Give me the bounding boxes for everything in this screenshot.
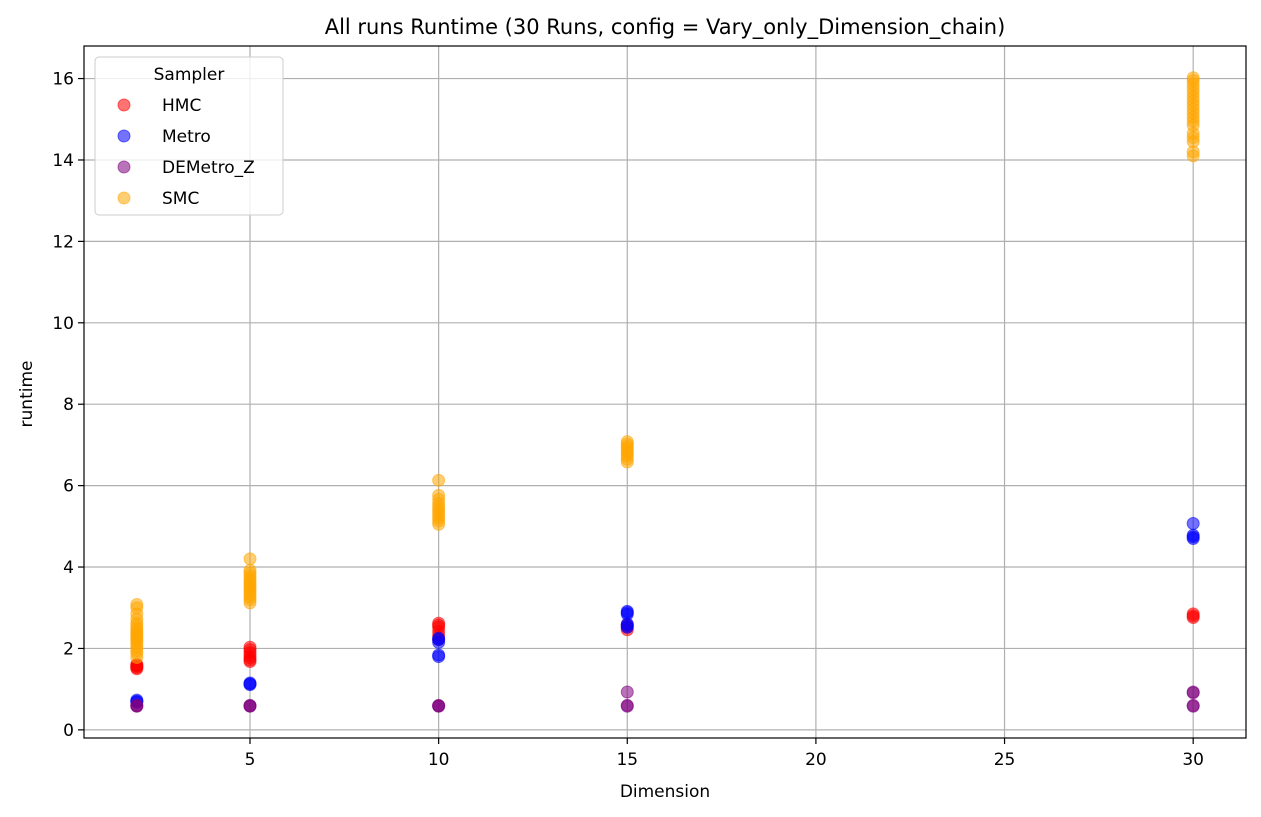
demetro-z-point	[1186, 685, 1200, 699]
legend-box	[94, 56, 284, 216]
x-tick-label: 30	[1182, 750, 1204, 770]
y-tick-label: 2	[63, 639, 74, 659]
demetro-z-point	[432, 698, 446, 712]
x-tick-label: 5	[245, 750, 256, 770]
y-tick-label: 4	[63, 558, 74, 578]
smc-point	[432, 473, 446, 487]
x-tick-label: 20	[805, 750, 827, 770]
x-tick-label: 10	[428, 750, 450, 770]
demetro-z-point	[243, 698, 257, 712]
legend-marker-metro	[117, 129, 131, 143]
x-tick-label: 25	[994, 750, 1016, 770]
smc-point	[432, 488, 446, 502]
smc-point	[1186, 71, 1200, 85]
legend-marker-hmc	[117, 98, 131, 112]
demetro-z-point	[1186, 698, 1200, 712]
y-tick-label: 6	[63, 477, 74, 497]
y-tick-label: 10	[52, 314, 74, 334]
metro-point	[620, 604, 634, 618]
y-tick-label: 14	[52, 151, 74, 171]
demetro-z-point	[620, 685, 634, 699]
legend-label-demetro-z: DEMetro_Z	[162, 158, 255, 178]
y-tick-label: 8	[63, 395, 74, 415]
hmc-point	[432, 616, 446, 630]
smc-point	[130, 597, 144, 611]
metro-point	[1186, 516, 1200, 530]
smc-point	[243, 552, 257, 566]
metro-point	[432, 648, 446, 662]
legend: Sampler HMC Metro DEMetro_Z SMC	[94, 56, 284, 216]
smc-point	[243, 563, 257, 577]
x-axis-ticks: 5 10 15 20 25 30	[245, 738, 1204, 770]
data-points	[130, 71, 1200, 713]
plot-frame	[83, 45, 1247, 739]
legend-marker-smc	[117, 191, 131, 205]
y-tick-label: 0	[63, 721, 74, 741]
y-axis-label: runtime	[17, 361, 37, 428]
legend-entries: HMC Metro DEMetro_Z SMC	[117, 96, 255, 209]
demetro-z-point	[130, 698, 144, 712]
hmc-point	[243, 640, 257, 654]
x-axis-label: Dimension	[620, 782, 710, 802]
hmc-point	[1186, 607, 1200, 621]
chart-title: All runs Runtime (30 Runs, config = Vary…	[325, 15, 1006, 40]
x-tick-label: 15	[616, 750, 638, 770]
metro-point	[432, 631, 446, 645]
metro-point	[243, 676, 257, 690]
legend-label-metro: Metro	[162, 127, 211, 147]
legend-marker-demetro-z	[117, 160, 131, 174]
y-tick-label: 12	[52, 232, 74, 252]
demetro-z-point	[620, 698, 634, 712]
metro-point	[1186, 528, 1200, 542]
legend-title: Sampler	[154, 65, 225, 85]
grid-lines	[84, 46, 1246, 738]
legend-label-smc: SMC	[162, 189, 199, 209]
legend-label-hmc: HMC	[162, 96, 201, 116]
smc-point	[620, 435, 634, 449]
y-axis-ticks: 0 2 4 6 8 10 12 14 16	[52, 70, 84, 741]
y-tick-label: 16	[52, 70, 74, 90]
